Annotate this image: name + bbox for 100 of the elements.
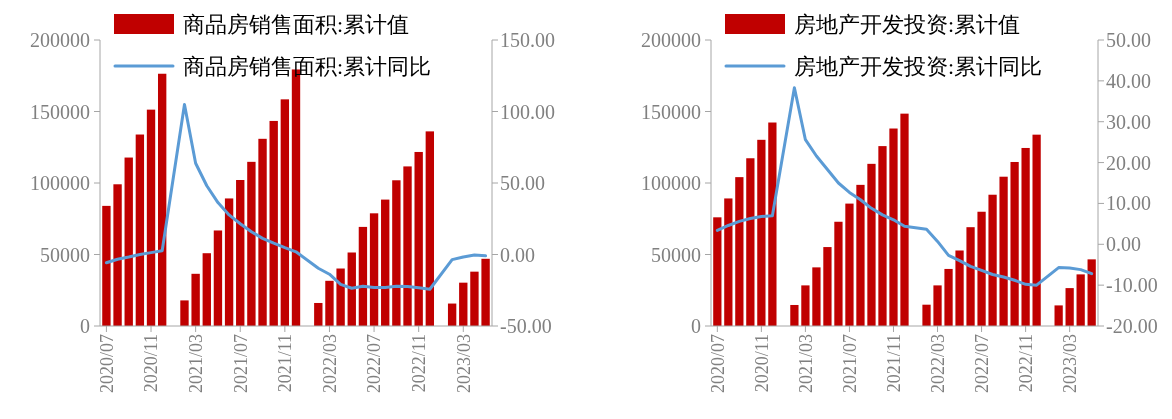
bar (157, 73, 167, 326)
bar (955, 250, 964, 326)
bar (124, 157, 133, 326)
y-tick-label: 0 (80, 315, 90, 337)
y2-tick-label: 50.00 (1106, 29, 1151, 51)
bar (236, 180, 245, 326)
x-tick-label: 2021/07 (230, 334, 251, 394)
bar (1032, 134, 1041, 326)
bar (180, 300, 189, 326)
y-tick-label: 100000 (30, 172, 90, 194)
y2-tick-label: 150.00 (500, 29, 555, 51)
bar (224, 198, 234, 326)
x-tick-label: 2020/07 (707, 334, 728, 394)
legend-label: 房地产开发投资:累计同比 (794, 53, 1043, 79)
bar (280, 99, 290, 326)
y2-tick-label: 0.00 (1106, 233, 1141, 256)
legend-label: 房地产开发投资:累计值 (794, 11, 1021, 37)
y2-tick-label: 30.00 (1106, 110, 1151, 133)
bar (834, 221, 843, 326)
line-series (715, 86, 1094, 287)
x-tick-label: 2020/11 (141, 334, 162, 393)
y-tick-label: 150000 (30, 100, 90, 123)
bar (470, 271, 479, 326)
y2-tick-label: -20.00 (1106, 315, 1158, 337)
bar (269, 120, 278, 326)
y2-tick-label: -50.00 (500, 315, 552, 337)
y2-tick-label: 100.00 (500, 100, 555, 123)
bar (202, 253, 211, 326)
y-tick-label: 0 (691, 315, 701, 337)
bar (369, 213, 379, 326)
y2-tick-label: 0.00 (500, 243, 535, 266)
bar (135, 134, 145, 326)
bar (933, 285, 942, 326)
bar (867, 163, 876, 326)
bar (425, 131, 435, 326)
bar (392, 180, 401, 326)
y-tick-label: 50000 (651, 243, 701, 266)
bar (336, 268, 345, 326)
bar (247, 161, 256, 326)
y2-tick-label: 10.00 (1106, 192, 1151, 215)
y-tick-label: 200000 (30, 29, 90, 51)
y2-tick-label: 40.00 (1106, 69, 1151, 92)
x-tick-label: 2023/03 (1059, 334, 1080, 394)
bar (713, 217, 722, 326)
bar (325, 280, 334, 326)
x-tick-label: 2022/03 (319, 334, 340, 394)
bar (944, 268, 953, 326)
bar (724, 198, 733, 326)
bar (999, 176, 1008, 326)
bar (1065, 288, 1074, 326)
bar (414, 151, 423, 326)
bar (113, 184, 122, 326)
x-tick-label: 2021/03 (795, 334, 816, 394)
bar (790, 304, 799, 326)
bar (146, 109, 156, 326)
bar (1021, 147, 1030, 326)
bar (403, 166, 412, 326)
y2-tick-label: -10.00 (1106, 274, 1158, 297)
legend-label: 商品房销售面积:累计同比 (183, 53, 432, 79)
x-tick-label: 2020/07 (96, 334, 117, 394)
y-tick-label: 200000 (641, 29, 701, 51)
bar (757, 139, 766, 326)
x-tick-label: 2022/11 (1015, 334, 1036, 393)
bar (900, 113, 909, 326)
x-tick-label: 2021/11 (275, 334, 296, 393)
x-tick-label: 2022/11 (408, 334, 429, 393)
bar (889, 128, 898, 326)
bar (966, 227, 975, 326)
x-tick-label: 2021/07 (839, 334, 860, 394)
legend-label: 商品房销售面积:累计值 (183, 11, 410, 37)
bar (191, 273, 200, 326)
bar (358, 226, 368, 326)
bar (1054, 305, 1063, 326)
line-series (104, 102, 488, 291)
bar (812, 267, 821, 326)
bar (988, 194, 997, 326)
x-tick-label: 2022/03 (927, 334, 948, 394)
y2-tick-label: 50.00 (500, 172, 545, 194)
x-tick-label: 2023/03 (453, 334, 474, 394)
bar (1076, 274, 1085, 326)
bar (845, 203, 854, 326)
bar (258, 138, 267, 326)
y-tick-label: 150000 (641, 100, 701, 123)
y-tick-label: 50000 (40, 243, 90, 266)
x-tick-label: 2020/11 (751, 334, 772, 393)
bar (1087, 259, 1096, 326)
x-tick-label: 2021/11 (883, 334, 904, 393)
bar (746, 158, 755, 326)
bar (381, 199, 390, 326)
bar (768, 122, 777, 326)
bar (801, 285, 810, 326)
bar (347, 252, 356, 326)
bar (735, 177, 744, 326)
bar (977, 211, 986, 326)
bar (102, 205, 111, 326)
x-tick-label: 2022/07 (364, 334, 385, 394)
x-tick-label: 2022/07 (971, 334, 992, 394)
bar (856, 184, 865, 326)
y-tick-label: 100000 (641, 172, 701, 194)
bar (878, 146, 887, 326)
